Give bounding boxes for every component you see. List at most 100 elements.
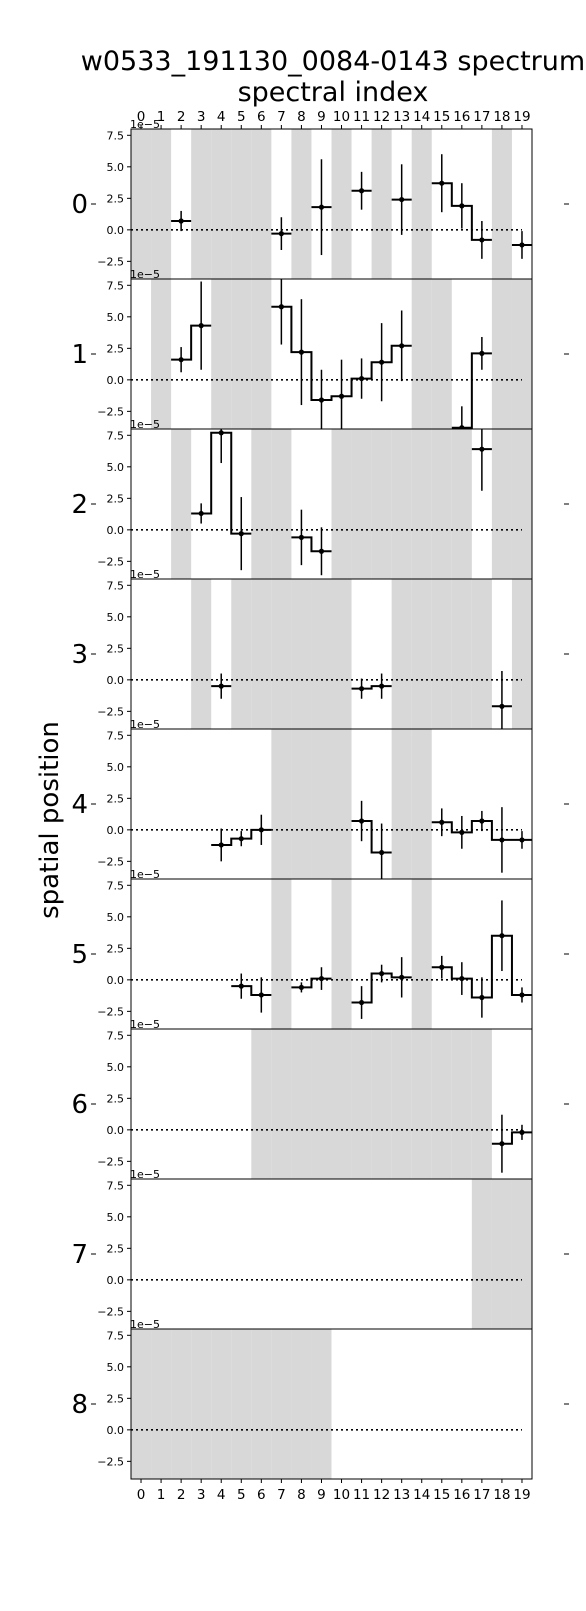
top-x-tick-label: 16 bbox=[453, 109, 470, 125]
data-point bbox=[358, 188, 365, 194]
masked-bin bbox=[411, 579, 432, 729]
data-point bbox=[198, 510, 204, 517]
top-x-tick-label: 7 bbox=[277, 109, 286, 125]
row-label-0: 0 bbox=[71, 190, 88, 220]
masked-bin bbox=[311, 729, 332, 879]
y-tick-label: 2.5 bbox=[107, 642, 125, 655]
bottom-x-tick-label: 17 bbox=[473, 1487, 490, 1503]
masked-bin bbox=[171, 429, 192, 579]
step-line bbox=[351, 685, 392, 690]
y-tick-label: 7.5 bbox=[107, 729, 125, 742]
bottom-x-tick-label: 6 bbox=[257, 1487, 266, 1503]
y-tick-label: 7.5 bbox=[107, 1329, 125, 1342]
masked-bin bbox=[471, 1179, 492, 1329]
y-tick-label: 0.0 bbox=[107, 1124, 125, 1137]
bottom-x-tick-label: 13 bbox=[393, 1487, 410, 1503]
row-label-8: 8 bbox=[71, 1390, 88, 1420]
y-tick-label: 0.0 bbox=[107, 224, 125, 237]
y-tick-label: 5.0 bbox=[107, 161, 125, 174]
top-x-tick-label: 9 bbox=[317, 109, 326, 125]
y-tick-label: −2.5 bbox=[97, 405, 124, 418]
masked-bin bbox=[331, 729, 352, 879]
masked-bin bbox=[491, 429, 512, 579]
y-tick-label: 0.0 bbox=[107, 974, 125, 987]
masked-bin bbox=[271, 429, 292, 579]
masked-bin bbox=[251, 429, 272, 579]
y-tick-label: 5.0 bbox=[107, 1361, 125, 1374]
masked-bin bbox=[271, 1029, 292, 1179]
data-point bbox=[399, 974, 405, 980]
y-tick-label: 0.0 bbox=[107, 374, 125, 387]
y-tick-label: 2.5 bbox=[107, 792, 125, 805]
y-tick-label: 2.5 bbox=[107, 342, 125, 355]
panel-row-0: −2.5 0.0 2.5 5.0 7.5 1e−5 0 bbox=[71, 118, 569, 280]
y-tick-label: 7.5 bbox=[107, 579, 125, 592]
masked-bin bbox=[211, 279, 232, 429]
masked-bin bbox=[411, 729, 432, 879]
panel-row-5: −2.5 0.0 2.5 5.0 7.5 1e−5 5 bbox=[71, 868, 569, 1030]
y-offset-label: 1e−5 bbox=[130, 718, 160, 731]
masked-bin bbox=[171, 1329, 192, 1479]
masked-bin bbox=[191, 129, 212, 279]
masked-bin bbox=[451, 579, 472, 729]
step-line bbox=[171, 324, 212, 361]
masked-bin bbox=[151, 1329, 172, 1479]
data-point bbox=[379, 683, 385, 689]
bottom-x-tick-label: 19 bbox=[513, 1487, 530, 1503]
masked-bin bbox=[291, 1329, 312, 1479]
top-x-tick-label: 8 bbox=[297, 109, 306, 125]
bottom-x-tick-label: 2 bbox=[177, 1487, 186, 1503]
data-point bbox=[218, 430, 224, 436]
masked-bin bbox=[211, 129, 232, 279]
masked-bin bbox=[371, 129, 392, 279]
data-point bbox=[399, 196, 405, 203]
data-point bbox=[218, 683, 224, 689]
data-point bbox=[278, 231, 284, 237]
masked-bin bbox=[331, 879, 352, 1029]
masked-bin bbox=[211, 1329, 232, 1479]
y-tick-label: 5.0 bbox=[107, 311, 125, 324]
row-label-6: 6 bbox=[71, 1090, 88, 1120]
y-tick-label: 0.0 bbox=[107, 824, 125, 837]
y-tick-label: 7.5 bbox=[107, 129, 125, 142]
top-x-tick-label: 17 bbox=[473, 109, 490, 125]
masked-bin bbox=[191, 579, 212, 729]
step-line bbox=[431, 820, 532, 841]
panel-frame bbox=[130, 1328, 533, 1480]
top-x-tick-label: 1 bbox=[157, 109, 166, 125]
data-point bbox=[379, 970, 385, 977]
data-point bbox=[278, 304, 284, 310]
y-tick-label: −2.5 bbox=[97, 555, 124, 568]
top-x-tick-label: 6 bbox=[257, 109, 266, 125]
chart-title-line-1: w0533_191130_0084-0143 spectrum bbox=[81, 46, 585, 77]
data-point bbox=[399, 343, 405, 349]
top-x-tick-label: 10 bbox=[333, 109, 350, 125]
masked-bin bbox=[351, 1029, 372, 1179]
top-x-axis: 0 1 2 3 4 5 6 7 8 9 10 11 12 13 14 15 16 17 18 19 bbox=[137, 109, 531, 129]
y-tick-label: 5.0 bbox=[107, 611, 125, 624]
panel-row-2: −2.5 0.0 2.5 5.0 7.5 1e−5 2 bbox=[71, 418, 569, 580]
y-tick-label: 7.5 bbox=[107, 1029, 125, 1042]
data-point bbox=[358, 999, 365, 1006]
y-tick-label: −2.5 bbox=[97, 1305, 124, 1318]
data-point bbox=[238, 836, 244, 842]
masked-bin bbox=[231, 129, 252, 279]
masked-bin bbox=[411, 879, 432, 1029]
top-x-tick-label: 11 bbox=[353, 109, 370, 125]
y-tick-label: 2.5 bbox=[107, 1392, 125, 1405]
data-point bbox=[298, 534, 305, 541]
masked-bin bbox=[291, 729, 312, 879]
masked-bin bbox=[391, 729, 412, 879]
top-x-tick-label: 0 bbox=[137, 109, 146, 125]
masked-bin bbox=[151, 279, 172, 429]
masked-bin bbox=[351, 429, 372, 579]
masked-bin bbox=[271, 879, 292, 1029]
y-offset-label: 1e−5 bbox=[130, 1018, 160, 1031]
y-tick-label: 5.0 bbox=[107, 1061, 125, 1074]
masked-bin bbox=[471, 1029, 492, 1179]
data-point bbox=[479, 350, 485, 356]
data-point bbox=[519, 992, 525, 998]
masked-bin bbox=[251, 579, 272, 729]
masked-bin bbox=[291, 579, 312, 729]
